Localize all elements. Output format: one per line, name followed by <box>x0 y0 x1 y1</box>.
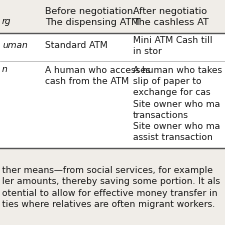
Bar <box>0 33 225 148</box>
Text: rg: rg <box>2 16 11 25</box>
Text: A human who takes
slip of paper to
exchange for cas
Site owner who ma
transactio: A human who takes slip of paper to excha… <box>133 66 222 142</box>
Text: uman: uman <box>2 41 28 50</box>
Text: A human who accesses
cash from the ATM: A human who accesses cash from the ATM <box>45 66 151 86</box>
Bar <box>0 0 225 33</box>
Text: Mini ATM Cash till
in stor: Mini ATM Cash till in stor <box>133 36 212 56</box>
Bar <box>0 148 225 163</box>
Text: n: n <box>2 65 8 74</box>
Text: Standard ATM: Standard ATM <box>45 41 108 50</box>
Text: Before negotiation.
The dispensing ATM: Before negotiation. The dispensing ATM <box>45 7 139 27</box>
Text: ther means—from social services, for example
ler amounts, thereby saving some po: ther means—from social services, for exa… <box>2 166 220 209</box>
Text: After negotiatio
The cashless AT: After negotiatio The cashless AT <box>133 7 209 27</box>
